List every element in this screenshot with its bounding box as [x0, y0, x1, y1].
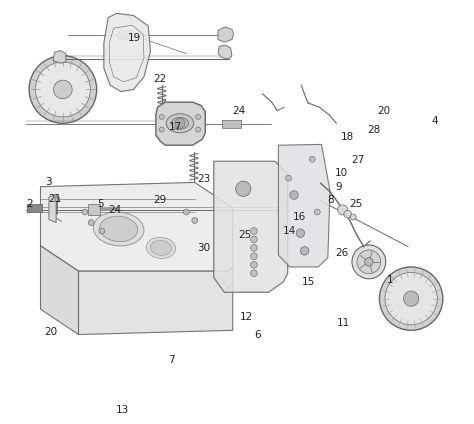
Circle shape	[88, 220, 94, 226]
Text: 8: 8	[328, 195, 334, 205]
Text: 11: 11	[337, 318, 350, 328]
Circle shape	[301, 247, 309, 255]
Text: 24: 24	[232, 106, 246, 116]
Circle shape	[296, 229, 305, 237]
Circle shape	[251, 270, 257, 276]
Text: 3: 3	[46, 177, 52, 187]
Circle shape	[251, 245, 257, 251]
Polygon shape	[278, 145, 330, 267]
Circle shape	[236, 181, 251, 196]
Circle shape	[251, 228, 257, 234]
Circle shape	[251, 262, 257, 268]
Text: 9: 9	[335, 182, 342, 192]
Text: 18: 18	[341, 132, 355, 142]
Circle shape	[286, 175, 292, 181]
Ellipse shape	[93, 212, 144, 246]
Polygon shape	[222, 120, 241, 128]
Text: 19: 19	[128, 33, 141, 43]
Circle shape	[82, 209, 88, 215]
Text: 25: 25	[349, 198, 363, 209]
Circle shape	[251, 253, 257, 260]
Text: 2: 2	[26, 199, 32, 209]
Text: 22: 22	[154, 74, 167, 84]
Polygon shape	[40, 182, 233, 271]
Circle shape	[192, 218, 198, 223]
Circle shape	[159, 127, 164, 132]
Text: 1: 1	[387, 276, 393, 285]
Text: 25: 25	[238, 230, 251, 240]
Polygon shape	[218, 45, 232, 59]
Polygon shape	[117, 30, 137, 39]
Circle shape	[290, 191, 298, 199]
Text: 5: 5	[98, 199, 104, 209]
Polygon shape	[104, 14, 150, 92]
Text: 28: 28	[368, 125, 381, 134]
Polygon shape	[218, 27, 234, 42]
Circle shape	[36, 62, 91, 117]
Circle shape	[99, 228, 105, 234]
Ellipse shape	[150, 240, 172, 255]
Circle shape	[352, 245, 386, 279]
Circle shape	[350, 214, 356, 220]
Polygon shape	[88, 204, 100, 215]
Circle shape	[309, 156, 315, 162]
Circle shape	[344, 210, 352, 218]
Text: 27: 27	[351, 156, 364, 165]
Polygon shape	[27, 204, 42, 212]
Ellipse shape	[146, 237, 176, 259]
Circle shape	[175, 118, 185, 128]
Text: 10: 10	[335, 168, 348, 178]
Circle shape	[365, 258, 373, 266]
Circle shape	[183, 209, 189, 215]
Text: 21: 21	[48, 194, 61, 204]
Ellipse shape	[100, 216, 137, 242]
Circle shape	[385, 273, 438, 325]
Text: 15: 15	[301, 277, 315, 287]
Text: 13: 13	[116, 405, 128, 415]
Circle shape	[379, 267, 443, 330]
Text: 23: 23	[197, 174, 210, 184]
Circle shape	[403, 291, 419, 306]
Polygon shape	[214, 161, 288, 292]
Polygon shape	[53, 50, 66, 63]
Circle shape	[29, 56, 97, 123]
Text: 6: 6	[254, 330, 261, 340]
Polygon shape	[49, 194, 56, 223]
Circle shape	[196, 114, 201, 120]
Ellipse shape	[172, 117, 188, 129]
Text: 26: 26	[335, 248, 348, 258]
Text: 24: 24	[108, 205, 121, 215]
Text: 29: 29	[154, 195, 167, 205]
Text: 7: 7	[168, 355, 175, 365]
Text: 16: 16	[293, 212, 306, 222]
Text: 20: 20	[45, 327, 58, 338]
Circle shape	[54, 80, 72, 99]
Circle shape	[314, 209, 320, 215]
Circle shape	[337, 205, 348, 215]
Polygon shape	[156, 102, 205, 145]
Circle shape	[251, 236, 257, 243]
Circle shape	[55, 197, 60, 202]
Text: 14: 14	[283, 226, 296, 236]
Text: 20: 20	[377, 106, 391, 116]
Ellipse shape	[166, 114, 194, 133]
Text: 17: 17	[169, 123, 182, 132]
Text: 4: 4	[431, 116, 438, 126]
Polygon shape	[40, 246, 79, 335]
Circle shape	[159, 114, 164, 120]
Polygon shape	[79, 267, 233, 335]
Text: 12: 12	[240, 312, 253, 322]
Circle shape	[357, 250, 381, 274]
Circle shape	[196, 127, 201, 132]
Text: 30: 30	[198, 243, 210, 253]
